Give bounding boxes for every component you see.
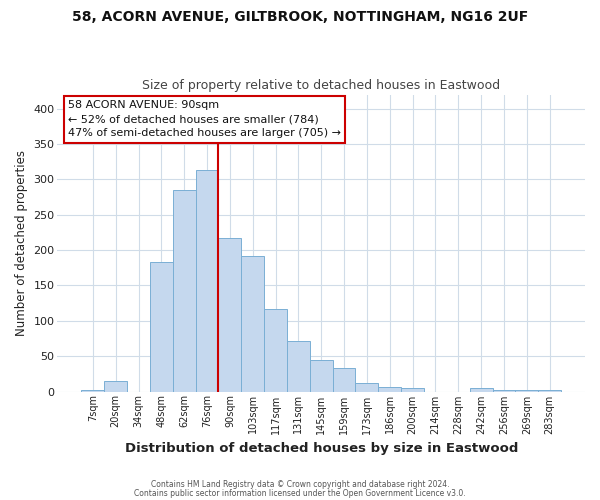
X-axis label: Distribution of detached houses by size in Eastwood: Distribution of detached houses by size … <box>125 442 518 455</box>
Bar <box>355 383 379 392</box>
Title: Size of property relative to detached houses in Eastwood: Size of property relative to detached ho… <box>142 79 500 92</box>
Bar <box>493 390 515 392</box>
Text: 58 ACORN AVENUE: 90sqm
← 52% of detached houses are smaller (784)
47% of semi-de: 58 ACORN AVENUE: 90sqm ← 52% of detached… <box>68 100 341 138</box>
Bar <box>150 262 173 392</box>
Bar <box>104 381 127 392</box>
Bar <box>241 256 264 392</box>
Bar <box>310 360 332 392</box>
Text: Contains HM Land Registry data © Crown copyright and database right 2024.: Contains HM Land Registry data © Crown c… <box>151 480 449 489</box>
Bar <box>287 340 310 392</box>
Y-axis label: Number of detached properties: Number of detached properties <box>15 150 28 336</box>
Bar <box>196 170 218 392</box>
Bar <box>264 310 287 392</box>
Bar <box>82 390 104 392</box>
Bar <box>332 368 355 392</box>
Bar <box>218 238 241 392</box>
Bar <box>515 390 538 392</box>
Text: Contains public sector information licensed under the Open Government Licence v3: Contains public sector information licen… <box>134 488 466 498</box>
Bar <box>538 390 561 392</box>
Bar <box>401 388 424 392</box>
Bar <box>173 190 196 392</box>
Bar <box>379 386 401 392</box>
Text: 58, ACORN AVENUE, GILTBROOK, NOTTINGHAM, NG16 2UF: 58, ACORN AVENUE, GILTBROOK, NOTTINGHAM,… <box>72 10 528 24</box>
Bar <box>470 388 493 392</box>
